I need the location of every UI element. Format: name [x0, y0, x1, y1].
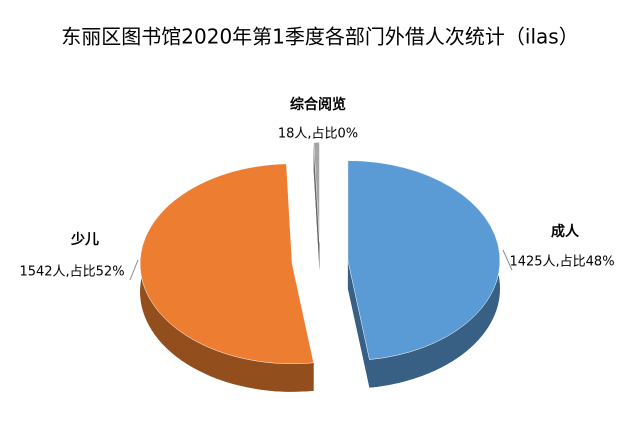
- slice-edge: [347, 260, 370, 388]
- value-label: 1542人,占比52%: [19, 265, 124, 280]
- chart-title: 东丽区图书馆2020年第1季度各部门外借人次统计（ilas）: [61, 25, 578, 49]
- category-label: 少儿: [70, 231, 99, 248]
- leader-line: [129, 259, 139, 281]
- value-label: 18人,占比0%: [278, 127, 358, 142]
- slice-edge: [313, 142, 320, 271]
- category-label: 综合阅览: [290, 96, 346, 113]
- pie-slice: [313, 142, 320, 243]
- labels: 成人 1425人,占比48% 少儿 1542人,占比52% 综合阅览 18人,占比0%: [19, 96, 615, 281]
- category-label: 成人: [551, 223, 580, 240]
- pie-slice: [139, 163, 314, 365]
- value-label: 1425人,占比48%: [509, 255, 614, 270]
- pie-tops: [139, 142, 501, 365]
- leader-line: [502, 249, 513, 271]
- pie-slice: [347, 160, 501, 360]
